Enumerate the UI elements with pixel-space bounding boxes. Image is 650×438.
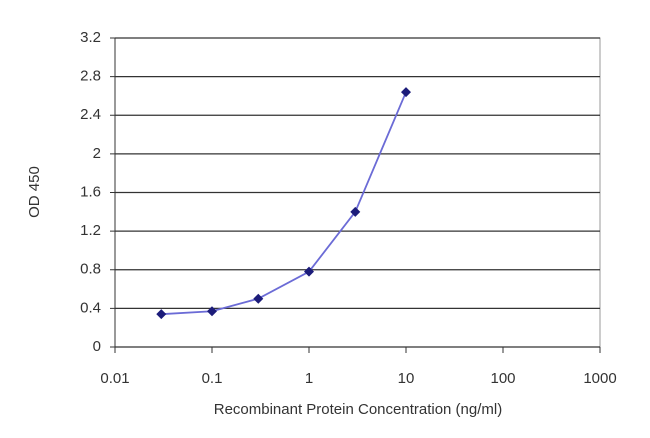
x-tick-label: 1000 — [583, 370, 616, 387]
data-point — [207, 306, 217, 317]
y-tick-label: 1.6 — [80, 183, 101, 200]
y-tick-label: 0.8 — [80, 261, 101, 278]
y-tick-label: 2.8 — [80, 68, 101, 85]
x-axis-label: Recombinant Protein Concentration (ng/ml… — [214, 401, 502, 418]
data-point — [253, 293, 264, 304]
y-tick-label: 2.4 — [80, 106, 101, 123]
y-tick-label: 1.2 — [80, 222, 101, 239]
y-tick-label: 0 — [93, 338, 101, 355]
data-point — [350, 206, 361, 217]
x-tick-label: 10 — [398, 370, 415, 387]
y-tick-label: 3.2 — [80, 29, 101, 46]
y-axis-label: OD 450 — [26, 166, 43, 218]
y-tick-label: 0.4 — [80, 299, 101, 316]
y-tick-label: 2 — [93, 145, 101, 162]
data-point — [401, 87, 411, 98]
data-point — [304, 266, 314, 277]
x-tick-label: 0.01 — [100, 370, 129, 387]
x-tick-label: 1 — [305, 370, 313, 387]
data-line — [161, 91, 407, 316]
x-tick-label: 0.1 — [202, 370, 223, 387]
data-point — [156, 309, 167, 320]
x-tick-label: 100 — [490, 370, 515, 387]
